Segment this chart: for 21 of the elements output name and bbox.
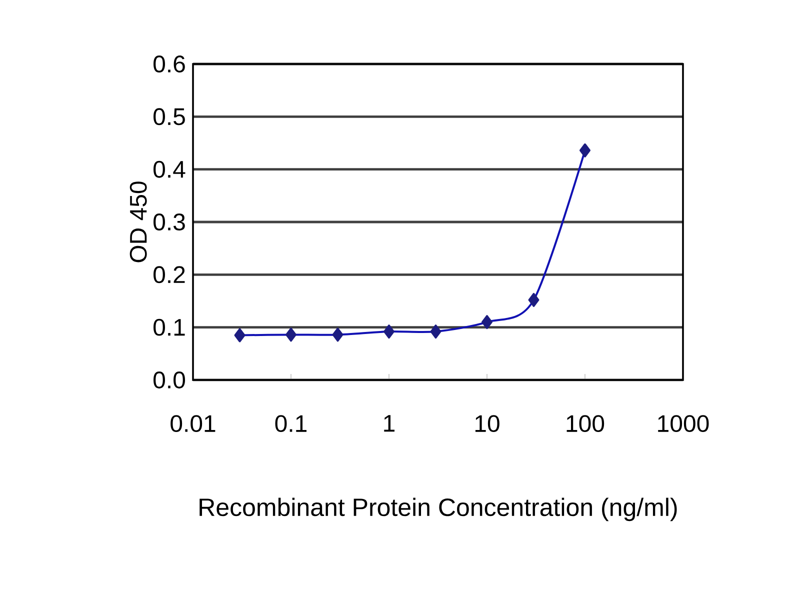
point xyxy=(481,315,492,330)
y-tick-label: 0.4 xyxy=(154,160,186,178)
point xyxy=(234,328,246,342)
x-tick-label: 1 xyxy=(384,415,394,432)
x-tick-label: 0.01 xyxy=(170,415,216,432)
y-tick-label: 0.6 xyxy=(154,56,185,72)
x-tick-label: 10 xyxy=(475,415,500,432)
x-tick-label: 0.1 xyxy=(275,415,306,432)
point xyxy=(383,324,394,339)
point xyxy=(332,328,344,342)
y-tick-label: 0.1 xyxy=(154,318,185,336)
point xyxy=(430,324,442,339)
y-axis-title: OD 450 xyxy=(130,182,147,262)
y-tick-label: 0.2 xyxy=(154,266,185,284)
x-axis-title: Recombinant Protein Concentration (ng/ml) xyxy=(200,498,677,522)
y-tick-label: 0.0 xyxy=(154,372,186,388)
y-tick-label: 0.3 xyxy=(154,214,185,230)
y-tick-label: 0.5 xyxy=(154,108,185,126)
x-tick-label: 1000 xyxy=(658,415,709,432)
x-tick-label: 100 xyxy=(566,415,604,432)
point xyxy=(579,143,590,158)
